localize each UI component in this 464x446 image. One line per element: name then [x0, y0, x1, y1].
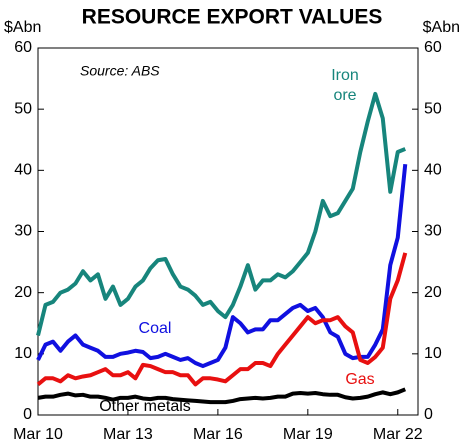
- y-tick-label: 40: [14, 162, 32, 179]
- x-tick-label: Mar 13: [103, 426, 153, 443]
- y2-tick-label: 40: [424, 162, 442, 179]
- x-tick-label: Mar 10: [13, 426, 63, 443]
- y-tick-label: 30: [14, 223, 32, 240]
- x-tick-label: Mar 22: [373, 426, 423, 443]
- y2-tick-label: 0: [424, 406, 433, 423]
- series-label: Other metals: [99, 398, 191, 415]
- series-label: Coal: [138, 320, 172, 337]
- series-label: Iron ore: [331, 67, 359, 104]
- source-note: Source: ABS: [80, 63, 160, 79]
- y-tick-label: 10: [14, 345, 32, 362]
- y2-tick-label: 50: [424, 100, 442, 117]
- y-axis-label: $Abn: [4, 19, 41, 36]
- y2-tick-label: 10: [424, 345, 442, 362]
- y-tick-label: 0: [23, 406, 32, 423]
- series-line: [36, 91, 407, 336]
- series-line: [37, 387, 407, 405]
- series-label: Gas: [345, 371, 375, 388]
- y-tick-label: 60: [14, 39, 32, 56]
- y-tick-label: 50: [14, 100, 32, 117]
- y2-tick-label: 20: [424, 284, 442, 301]
- series-line: [36, 164, 408, 369]
- y2-tick-label: 60: [424, 39, 442, 56]
- x-tick-label: Mar 16: [193, 426, 243, 443]
- chart-title: RESOURCE EXPORT VALUES: [82, 6, 383, 29]
- y-tick-label: 20: [14, 284, 32, 301]
- y2-axis-label: $Abn: [423, 19, 460, 36]
- x-tick-label: Mar 19: [283, 426, 333, 443]
- y2-tick-label: 30: [424, 223, 442, 240]
- series-line: [36, 252, 408, 387]
